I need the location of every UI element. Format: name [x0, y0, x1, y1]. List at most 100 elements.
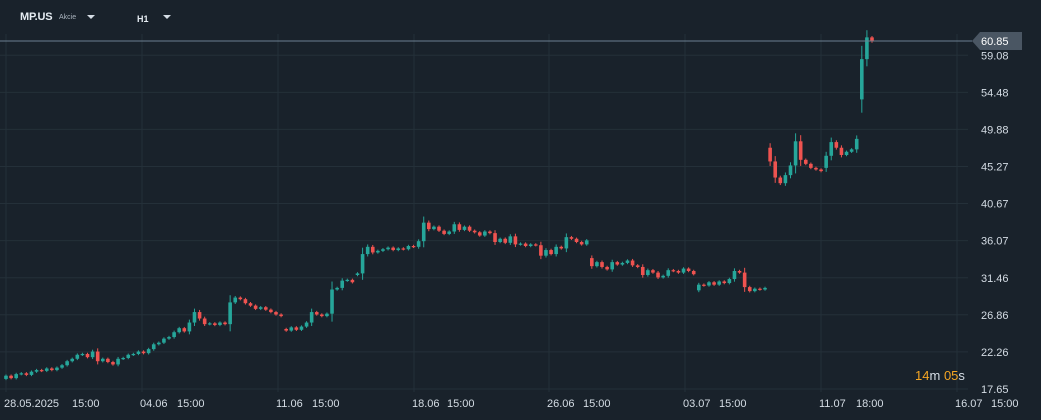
- candle-body: [95, 351, 100, 362]
- candle-body: [141, 351, 146, 354]
- candle-body: [233, 297, 238, 303]
- chart-grid: [0, 34, 968, 392]
- candle-body: [411, 246, 416, 248]
- candle-body: [839, 147, 844, 155]
- y-tick-label: 17.65: [981, 384, 1009, 396]
- candle-body: [584, 240, 589, 245]
- candle-body: [60, 365, 64, 368]
- candle-body: [19, 373, 24, 375]
- symbol-label[interactable]: MP.US: [20, 11, 53, 23]
- x-tick-label: 15:00: [177, 398, 205, 410]
- candle-body: [528, 244, 533, 247]
- candle-body: [396, 248, 401, 251]
- candle-body: [691, 270, 696, 275]
- candle-body: [763, 287, 767, 290]
- time-axis: 28.05.2025 15:00 04.06 15:00 11.06 15:00 18.06…: [4, 398, 1019, 410]
- candle-body: [788, 165, 793, 176]
- candle-body: [44, 368, 49, 371]
- y-tick-label: 40.67: [981, 199, 1009, 211]
- countdown-minutes: 14: [915, 368, 930, 383]
- candle-body: [284, 328, 288, 331]
- x-tick-label: 11.07: [819, 398, 846, 410]
- candle-body: [773, 161, 778, 178]
- candle-body: [223, 322, 227, 325]
- countdown-seconds: 05: [943, 368, 959, 383]
- candle-body: [80, 353, 85, 356]
- candle-body: [421, 222, 426, 242]
- x-tick-label: 28.05.2025: [4, 398, 59, 410]
- candle-body: [106, 358, 110, 363]
- timeframe-label[interactable]: H1: [137, 14, 149, 24]
- candle-body: [4, 375, 8, 379]
- candle-body: [309, 312, 314, 323]
- x-tick-label: 18:00: [856, 398, 884, 410]
- candle-body: [549, 250, 553, 255]
- candle-body: [513, 236, 518, 245]
- candle-body: [702, 284, 706, 286]
- candle-body: [116, 358, 120, 365]
- candle-body: [370, 246, 375, 253]
- candle-body: [457, 224, 462, 230]
- candle-body: [157, 342, 161, 345]
- candle-body: [712, 282, 716, 285]
- x-tick-label: 04.06: [140, 398, 168, 410]
- candle-body: [162, 338, 166, 343]
- candle-body: [595, 262, 599, 267]
- y-tick-label: 26.86: [981, 310, 1009, 322]
- candle-body: [814, 167, 818, 170]
- candle-body: [345, 279, 350, 282]
- candle-body: [574, 238, 579, 242]
- timeframe-dropdown-chevron-icon[interactable]: [163, 15, 171, 19]
- candle-body: [742, 272, 747, 288]
- candle-body: [605, 266, 609, 270]
- y-tick-label: 22.26: [981, 347, 1009, 359]
- x-tick-label: 15:00: [991, 398, 1019, 410]
- y-tick-label: 45.27: [981, 162, 1009, 174]
- candle-body: [630, 260, 635, 266]
- candle-body: [264, 307, 268, 310]
- chart-toolbar: MP.US Akcie H1: [0, 0, 1041, 34]
- x-tick-label: 15:00: [583, 398, 611, 410]
- x-tick-label: 15:00: [447, 398, 475, 410]
- candle-body: [228, 302, 232, 325]
- x-tick-label: 11.06: [276, 398, 303, 410]
- candle-body: [258, 307, 263, 309]
- instrument-type-label: Akcie: [59, 14, 77, 21]
- last-price-tag: [972, 32, 1022, 50]
- candle-body: [579, 241, 584, 245]
- last-price-label: 60.85: [981, 36, 1009, 48]
- candle-body: [747, 287, 752, 292]
- candle-body: [197, 312, 202, 319]
- candle-body: [523, 243, 528, 247]
- candle-body: [727, 279, 732, 284]
- candle-body: [432, 226, 436, 230]
- symbol-dropdown-chevron-icon[interactable]: [87, 15, 95, 19]
- last-price-marker: 60.85: [0, 32, 1022, 50]
- candle-body: [600, 262, 604, 267]
- candle-body: [100, 358, 105, 362]
- candle-body: [14, 374, 18, 379]
- candle-body: [783, 175, 788, 184]
- candle-body: [213, 323, 217, 325]
- candle-body: [829, 142, 834, 156]
- candle-body: [187, 322, 192, 332]
- candle-body: [202, 318, 207, 325]
- candle-body: [518, 243, 523, 245]
- candle-body: [533, 244, 538, 246]
- candle-body: [279, 314, 283, 317]
- candle-body: [508, 236, 513, 243]
- candle-body: [289, 327, 294, 331]
- candle-body: [809, 163, 813, 168]
- candle-body: [798, 141, 803, 160]
- candle-body: [34, 370, 39, 372]
- candle-body: [167, 337, 171, 339]
- candle-body: [452, 224, 457, 232]
- candle-body: [243, 299, 248, 304]
- candle-body: [401, 248, 406, 250]
- candle-body: [737, 270, 742, 273]
- candle-body: [661, 275, 665, 278]
- candle-body: [758, 288, 762, 290]
- candle-body: [406, 246, 411, 250]
- candle-body: [793, 141, 798, 166]
